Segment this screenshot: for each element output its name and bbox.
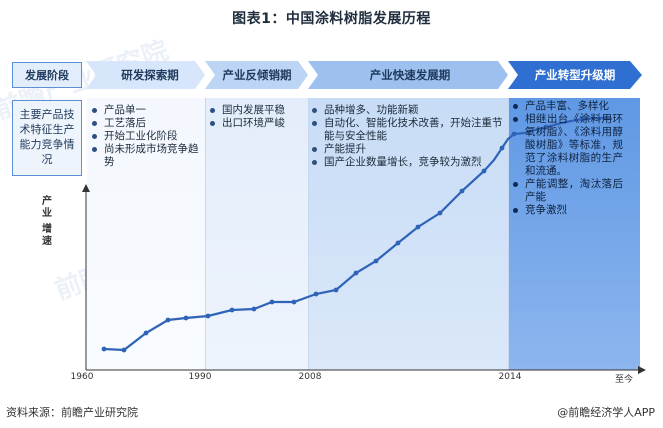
x-tick: 1960 bbox=[70, 372, 94, 382]
curve-point bbox=[269, 299, 275, 305]
source-note: 资料来源：前瞻产业研究院 bbox=[6, 406, 138, 419]
y-axis-label-char: 产 bbox=[42, 196, 52, 207]
x-tick: 至今 bbox=[614, 375, 634, 385]
curve-point bbox=[395, 240, 401, 246]
feature-item: 尚未形成市场竞争趋势 bbox=[90, 143, 204, 169]
curve-points bbox=[101, 116, 585, 353]
feature-item: 品种增多、功能新颖 bbox=[310, 104, 504, 117]
y-axis-label: 产 业 增 速 bbox=[40, 196, 54, 248]
curve-point bbox=[229, 307, 235, 313]
band-divider bbox=[508, 98, 509, 370]
feature-item: 产品单一 bbox=[90, 104, 204, 117]
feature-item: 竞争激烈 bbox=[511, 204, 623, 217]
curve-point bbox=[205, 313, 211, 319]
stage-arrow-4 bbox=[508, 61, 642, 89]
stage-row-label: 发展阶段 bbox=[12, 62, 82, 88]
x-tick: 2008 bbox=[298, 372, 322, 382]
stage-4-features: 产品丰富、多样化 相继出台《涂料用环氧树脂》、《涂料用醇酸树脂》等标准，规范了涂… bbox=[511, 100, 623, 217]
feature-item: 开始工业化阶段 bbox=[90, 130, 204, 143]
feature-item: 国产企业数量增长，竞争较为激烈 bbox=[310, 156, 504, 169]
feature-item: 产品丰富、多样化 bbox=[511, 100, 623, 113]
y-axis-label-char: 增 bbox=[42, 224, 52, 235]
curve-point bbox=[251, 306, 257, 312]
feature-item: 工艺落后 bbox=[90, 117, 204, 130]
curve-point bbox=[165, 317, 171, 323]
curve-point bbox=[183, 315, 189, 321]
stage-2-features: 国内发展平稳 出口环境严峻 bbox=[208, 104, 306, 130]
feature-item: 国内发展平稳 bbox=[208, 104, 306, 117]
curve-point bbox=[543, 124, 549, 130]
band-divider bbox=[308, 98, 309, 370]
stage-name-3: 产业快速发展期 bbox=[370, 68, 451, 82]
curve-point bbox=[353, 270, 359, 276]
curve-point bbox=[459, 188, 465, 194]
feature-item: 产能提升 bbox=[310, 143, 504, 156]
stage-1-features: 产品单一 工艺落后 开始工业化阶段 尚未形成市场竞争趋势 bbox=[90, 104, 204, 169]
curve-point bbox=[437, 210, 443, 216]
curve-point bbox=[291, 299, 297, 305]
credit-note: @前瞻经济学人APP bbox=[557, 406, 655, 419]
x-tick: 1990 bbox=[188, 372, 212, 382]
curve-point bbox=[121, 347, 127, 353]
stage-name-4: 产业转型升级期 bbox=[535, 68, 616, 82]
curve-point bbox=[373, 258, 379, 264]
y-axis-label-char: 业 bbox=[42, 208, 52, 219]
curve-point bbox=[143, 330, 149, 336]
feature-item: 产能调整，淘汰落后产能 bbox=[511, 178, 623, 204]
feature-item: 自动化、智能化技术改善，开始注重节能与安全性能 bbox=[310, 117, 504, 143]
curve-point bbox=[579, 116, 585, 122]
stage-arrow-3 bbox=[308, 61, 508, 89]
stage-arrow-2 bbox=[205, 61, 308, 89]
stage-name-1: 研发探索期 bbox=[121, 68, 179, 82]
x-tick: 2014 bbox=[498, 372, 522, 382]
curve-point bbox=[511, 131, 517, 137]
curve-point bbox=[499, 145, 505, 151]
chart-title: 图表1：中国涂料树脂发展历程 bbox=[232, 11, 431, 27]
band-divider bbox=[205, 98, 206, 370]
feature-row-label-text: 主要产品技术特征生产能力竞争情况 bbox=[19, 108, 75, 166]
feature-item: 出口环境严峻 bbox=[208, 117, 306, 130]
curve-point bbox=[333, 287, 339, 293]
stage-band-4 bbox=[508, 98, 640, 370]
curve-point bbox=[101, 346, 107, 352]
curve-point bbox=[415, 224, 421, 230]
curve-point bbox=[313, 291, 319, 297]
stage-3-features: 品种增多、功能新颖 自动化、智能化技术改善，开始注重节能与安全性能 产能提升 国… bbox=[310, 104, 504, 169]
curve-point bbox=[481, 168, 487, 174]
stage-band-2 bbox=[205, 98, 308, 370]
stage-name-2: 产业反倾销期 bbox=[223, 68, 292, 82]
stage-arrow-1 bbox=[86, 61, 205, 89]
y-axis-label-char: 速 bbox=[42, 236, 52, 247]
stage-band-1 bbox=[87, 98, 205, 370]
feature-item: 相继出台《涂料用环氧树脂》、《涂料用醇酸树脂》等标准，规范了涂料树脂的生产和流通… bbox=[511, 113, 623, 178]
feature-row-label: 主要产品技术特征生产能力竞争情况 bbox=[12, 100, 82, 176]
